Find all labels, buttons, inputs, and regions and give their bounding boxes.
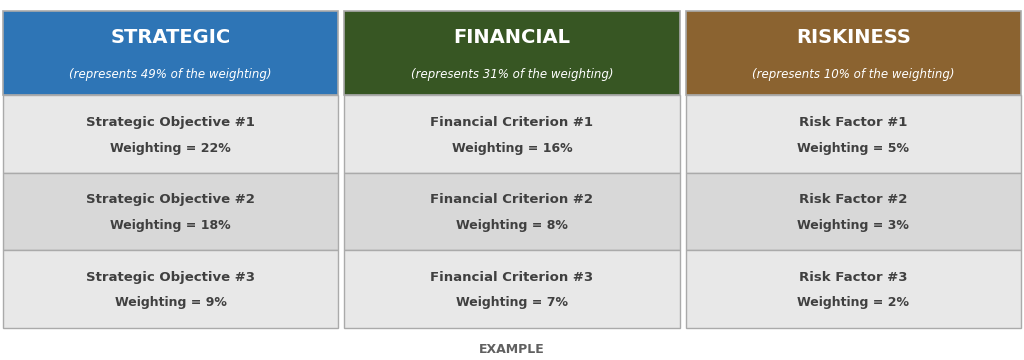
Text: Weighting = 18%: Weighting = 18%	[111, 219, 231, 232]
Bar	[3, 173, 338, 250]
Bar	[344, 95, 680, 173]
Text: Strategic Objective #2: Strategic Objective #2	[86, 193, 255, 206]
Text: STRATEGIC: STRATEGIC	[111, 28, 230, 48]
Text: Strategic Objective #1: Strategic Objective #1	[86, 116, 255, 129]
Text: (represents 10% of the weighting): (represents 10% of the weighting)	[752, 68, 954, 81]
Text: (represents 31% of the weighting): (represents 31% of the weighting)	[411, 68, 613, 81]
Text: Weighting = 9%: Weighting = 9%	[115, 296, 226, 309]
Text: Risk Factor #2: Risk Factor #2	[799, 193, 907, 206]
Text: Risk Factor #3: Risk Factor #3	[799, 271, 907, 284]
Text: Weighting = 7%: Weighting = 7%	[456, 296, 568, 309]
Text: Weighting = 2%: Weighting = 2%	[798, 296, 909, 309]
Bar	[344, 11, 680, 95]
Text: Weighting = 22%: Weighting = 22%	[111, 141, 231, 154]
Bar	[3, 250, 338, 328]
Text: (represents 49% of the weighting): (represents 49% of the weighting)	[70, 68, 272, 81]
Bar	[686, 250, 1021, 328]
Text: Weighting = 3%: Weighting = 3%	[798, 219, 909, 232]
Text: EXAMPLE: EXAMPLE	[479, 343, 545, 356]
Text: Weighting = 8%: Weighting = 8%	[456, 219, 568, 232]
Bar	[344, 250, 680, 328]
Text: Risk Factor #1: Risk Factor #1	[799, 116, 907, 129]
Text: Strategic Objective #3: Strategic Objective #3	[86, 271, 255, 284]
Text: Financial Criterion #1: Financial Criterion #1	[430, 116, 594, 129]
Bar	[344, 173, 680, 250]
Bar	[686, 173, 1021, 250]
Text: FINANCIAL: FINANCIAL	[454, 28, 570, 48]
Bar	[686, 95, 1021, 173]
Bar	[686, 11, 1021, 95]
Bar	[3, 11, 338, 95]
Text: Financial Criterion #3: Financial Criterion #3	[430, 271, 594, 284]
Text: Weighting = 5%: Weighting = 5%	[798, 141, 909, 154]
Text: Weighting = 16%: Weighting = 16%	[452, 141, 572, 154]
Text: Financial Criterion #2: Financial Criterion #2	[430, 193, 594, 206]
Bar	[3, 95, 338, 173]
Text: RISKINESS: RISKINESS	[796, 28, 910, 48]
